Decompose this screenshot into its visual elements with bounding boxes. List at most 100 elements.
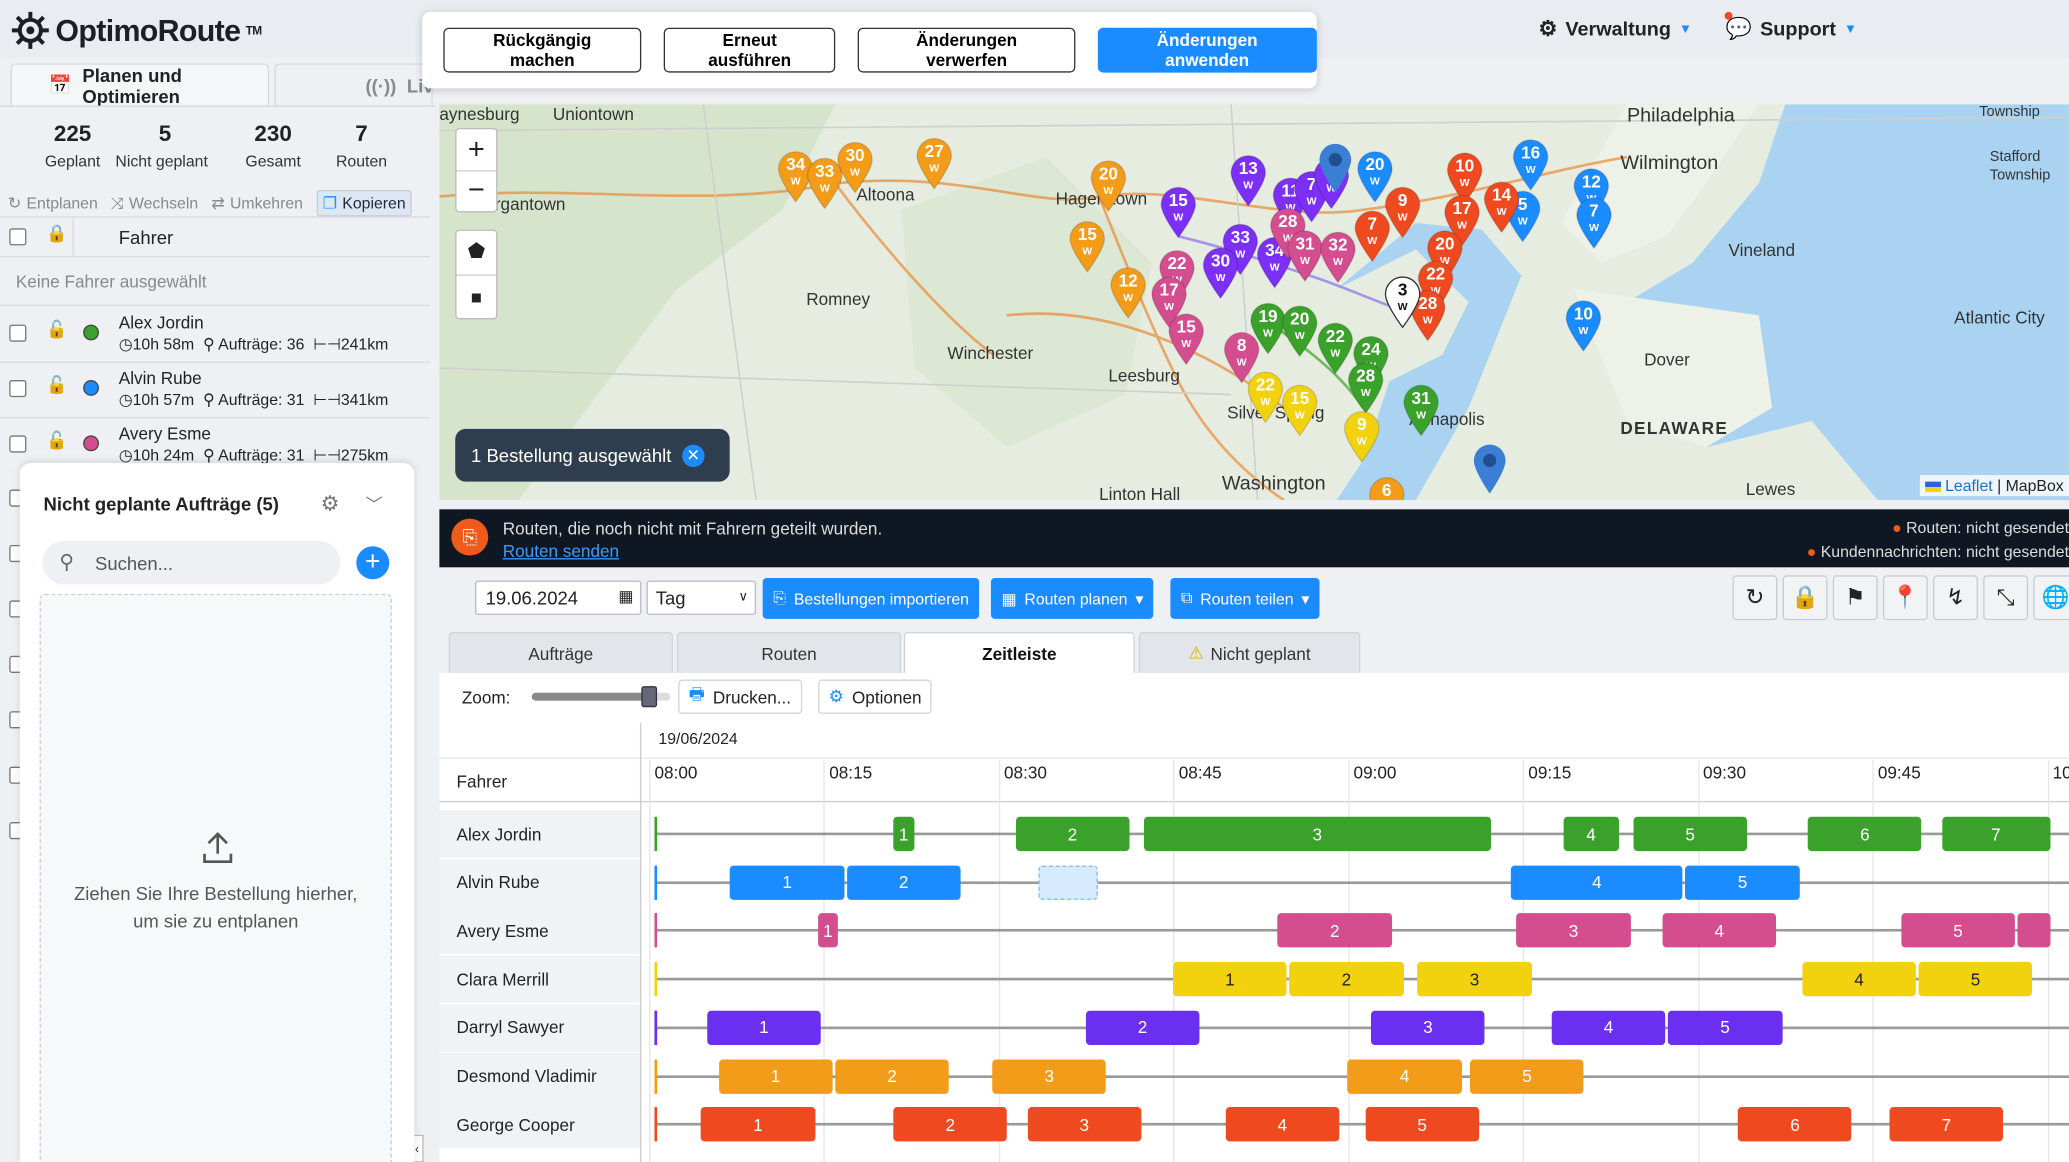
map-pin[interactable]: 28 W: [1408, 289, 1448, 342]
order-block[interactable]: 2: [846, 865, 961, 900]
route-button[interactable]: ↯: [1933, 575, 1978, 621]
order-block[interactable]: 3: [1371, 1010, 1485, 1045]
timeline-driver-name[interactable]: Alvin Rube: [439, 858, 640, 907]
redo-button[interactable]: Erneut ausführen: [663, 27, 836, 73]
order-block[interactable]: 2: [1085, 1010, 1200, 1045]
import-orders-button[interactable]: ⎘ Bestellungen importieren: [762, 577, 980, 619]
location-pin[interactable]: [1316, 141, 1356, 194]
map-pin[interactable]: 33 W: [805, 157, 845, 210]
polygon-icon[interactable]: ⬟: [456, 231, 497, 276]
unplan-drop-zone[interactable]: Ziehen Sie Ihre Bestellung hierher, um si…: [39, 593, 392, 1162]
zoom-slider[interactable]: [531, 686, 671, 708]
order-block[interactable]: 6: [1807, 816, 1922, 852]
selected-location-pin[interactable]: [1470, 442, 1510, 495]
order-block[interactable]: 5: [1365, 1107, 1480, 1142]
order-block[interactable]: 5: [1918, 962, 2033, 997]
order-block[interactable]: 3: [1417, 962, 1532, 997]
map-pin[interactable]: 16 W: [1511, 139, 1551, 192]
discard-button[interactable]: Änderungen verwerfen: [858, 27, 1075, 73]
order-block[interactable]: 5: [1901, 913, 2016, 948]
close-icon[interactable]: ✕: [681, 444, 705, 467]
break-button[interactable]: ⚑: [1832, 575, 1878, 621]
driver-row[interactable]: 🔓 Alvin Rube ◷10h 57m ⚲ Aufträge: 31 ⊢⊣3…: [0, 362, 430, 417]
lock-icon[interactable]: 🔓: [46, 319, 68, 340]
timeline-driver-name[interactable]: Alex Jordin: [439, 810, 640, 858]
options-button[interactable]: ⚙ Optionen: [818, 679, 933, 714]
logo[interactable]: OptimoRoute TM: [11, 11, 262, 51]
driver-checkbox[interactable]: [9, 380, 27, 398]
refresh-button[interactable]: ↻: [1732, 575, 1778, 621]
map-pin[interactable]: 6W: [1367, 476, 1407, 501]
settings-icon[interactable]: ⚙: [320, 493, 340, 516]
order-block[interactable]: 1: [706, 1010, 821, 1045]
order-block[interactable]: [654, 1010, 658, 1045]
map-pin[interactable]: 30 W: [835, 141, 875, 194]
copy-button[interactable]: ❐ Kopieren: [316, 190, 413, 217]
lock-icon[interactable]: 🔒: [46, 222, 68, 243]
map-pin[interactable]: 20 W: [1355, 150, 1395, 203]
order-block[interactable]: 4: [1225, 1107, 1340, 1142]
driver-checkbox[interactable]: [9, 324, 27, 342]
admin-menu[interactable]: ⚙ Verwaltung ▼: [1539, 16, 1692, 42]
order-block[interactable]: 1: [893, 816, 914, 852]
share-routes-button[interactable]: ⧉ Routen teilen ▾: [1170, 577, 1320, 619]
tab-orders[interactable]: Aufträge: [448, 632, 673, 673]
map-pin[interactable]: 17 W: [1442, 194, 1482, 247]
order-block[interactable]: 4: [1551, 1010, 1666, 1045]
order-block[interactable]: 4: [1662, 913, 1777, 948]
apply-button[interactable]: Änderungen anwenden: [1097, 27, 1317, 73]
date-input[interactable]: 19.06.2024 ▦: [475, 580, 642, 615]
undo-button[interactable]: Rückgängig machen: [443, 27, 642, 73]
map-pin[interactable]: 10 W: [1564, 300, 1604, 353]
map-pin[interactable]: 28 W: [1346, 362, 1386, 415]
map-pin[interactable]: 10 W: [1445, 152, 1485, 205]
mapbox-link[interactable]: MapBox: [2005, 476, 2064, 495]
order-block[interactable]: 2: [893, 1107, 1008, 1142]
plan-routes-button[interactable]: ▦ Routen planen ▾: [990, 577, 1154, 619]
order-block[interactable]: 4: [1347, 1058, 1462, 1094]
driver-checkbox[interactable]: [9, 435, 27, 453]
order-block[interactable]: 1: [730, 865, 845, 900]
order-block[interactable]: 4: [1802, 962, 1916, 997]
leaflet-link[interactable]: Leaflet: [1945, 476, 1993, 495]
order-block[interactable]: 1: [817, 913, 839, 948]
location-button[interactable]: 📍: [1882, 575, 1928, 621]
add-order-button[interactable]: +: [356, 546, 390, 580]
tab-unplanned[interactable]: ⚠ Nicht geplant: [1138, 632, 1361, 673]
map-pin[interactable]: 13 W: [1228, 154, 1268, 207]
tab-live[interactable]: ((·)) Liv: [274, 63, 434, 106]
order-block[interactable]: 1: [718, 1058, 833, 1094]
driver-row[interactable]: 🔓 Avery Esme ◷10h 24m ⚲ Aufträge: 31 ⊢⊣2…: [0, 417, 430, 472]
order-block[interactable]: 4: [1510, 865, 1683, 900]
order-block[interactable]: 2: [1015, 816, 1130, 852]
map-pin[interactable]: 31 W: [1401, 384, 1441, 437]
tab-timeline[interactable]: Zeitleiste: [903, 632, 1135, 673]
print-button[interactable]: 🖶 Drucken...: [678, 679, 802, 714]
order-block[interactable]: 2: [835, 1058, 949, 1094]
period-select[interactable]: Tag ∨: [646, 580, 757, 615]
tab-routes[interactable]: Routen: [676, 632, 902, 673]
chevron-down-icon[interactable]: ﹀: [365, 494, 383, 515]
map-pin[interactable]: 14 W: [1482, 181, 1522, 234]
rectangle-icon[interactable]: ■: [470, 286, 482, 308]
order-block[interactable]: 5: [1470, 1058, 1584, 1094]
zoom-out-button[interactable]: −: [467, 172, 485, 206]
timeline-driver-name[interactable]: Desmond Vladimir: [439, 1052, 640, 1100]
order-block[interactable]: 3: [992, 1058, 1107, 1094]
swap-button[interactable]: ⤨ Wechseln: [111, 190, 198, 216]
map-pin[interactable]: 32 W: [1318, 231, 1358, 284]
order-block[interactable]: [2017, 913, 2050, 948]
order-block[interactable]: 6: [1738, 1107, 1852, 1142]
map-pin[interactable]: 19 W: [1248, 302, 1288, 355]
order-block[interactable]: 5: [1685, 865, 1800, 900]
order-block[interactable]: 1: [1172, 962, 1287, 997]
order-block[interactable]: 2: [1289, 962, 1404, 997]
support-menu[interactable]: 💬 Support ▼: [1724, 11, 1857, 42]
map-pin[interactable]: 34 W: [776, 150, 816, 203]
timeline-driver-name[interactable]: Darryl Sawyer: [439, 1003, 640, 1052]
map-pin[interactable]: 20 W: [1089, 160, 1129, 213]
